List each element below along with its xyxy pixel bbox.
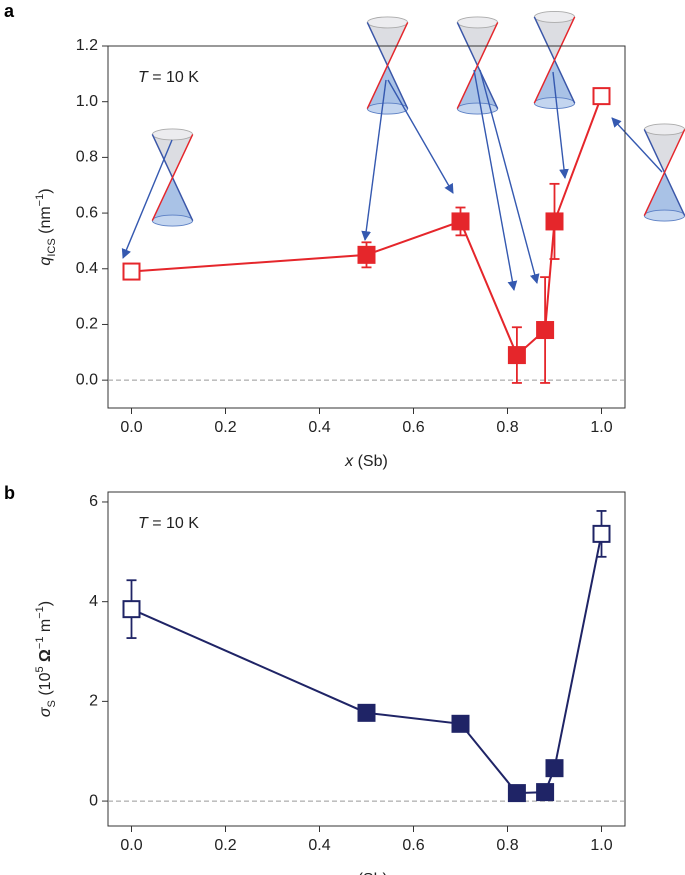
label-run: −1 [34, 637, 46, 650]
arrows [121, 69, 663, 291]
marker [507, 346, 526, 365]
y-axis-label: σS (105 Ω−1 m−1) [34, 601, 58, 717]
label-run: (10 [37, 672, 54, 700]
x-tick-label: 1.0 [590, 837, 612, 854]
label-run: q [37, 257, 54, 266]
label-run: (Sb) [353, 453, 388, 470]
marker [545, 759, 564, 778]
label-run: = 10 K [148, 69, 199, 86]
plot-frame [107, 45, 626, 409]
marker [592, 87, 611, 106]
marker [451, 714, 470, 733]
x-tick-label: 0.4 [308, 419, 330, 436]
x-tick-label: 0.2 [214, 837, 236, 854]
x-tick-label: 0.0 [120, 837, 142, 854]
band-icons [151, 10, 685, 228]
label-run: T [138, 515, 149, 532]
annotation: T = 10 K [138, 69, 199, 86]
marker [545, 212, 564, 231]
label-run: x [344, 871, 354, 875]
label-run: = 10 K [148, 515, 199, 532]
x-tick-label: 0.6 [402, 837, 424, 854]
marker [507, 784, 526, 803]
y-tick-label: 2 [89, 693, 98, 710]
x-tick-label: 0.4 [308, 837, 330, 854]
x-tick-label: 0.8 [496, 837, 518, 854]
label-run: S [46, 700, 58, 707]
plot-frame [107, 491, 626, 827]
series-line [131, 533, 603, 795]
y-axis-label: qICS (nm−1) [34, 188, 58, 265]
marker [122, 262, 141, 281]
label-run: ) [37, 188, 54, 193]
annotation: T = 10 K [138, 515, 199, 532]
label-run: −1 [34, 606, 46, 619]
label-run: −1 [34, 194, 46, 207]
panel-letter: a [4, 1, 15, 21]
x-tick-label: 1.0 [590, 419, 612, 436]
label-run: ICS [46, 238, 58, 256]
marker [536, 783, 555, 802]
y-tick-label: 4 [89, 593, 98, 610]
y-tick-label: 1.0 [76, 93, 98, 110]
marker [357, 703, 376, 722]
label-run: x [344, 453, 354, 470]
label-run: m [37, 619, 54, 637]
marker [451, 212, 470, 231]
y-tick-label: 1.2 [76, 37, 98, 54]
label-run: 5 [34, 666, 46, 672]
label-run: (Sb) [353, 871, 388, 875]
y-tick-label: 0.6 [76, 204, 98, 221]
label-run: Ω [37, 649, 54, 666]
label-run: (nm [37, 206, 54, 238]
y-tick-label: 0.2 [76, 316, 98, 333]
x-tick-label: 0.6 [402, 419, 424, 436]
x-axis-label: x (Sb) [344, 453, 388, 470]
y-tick-label: 0 [89, 792, 98, 809]
x-axis-label: x (Sb) [344, 871, 388, 875]
y-tick-label: 0.8 [76, 149, 98, 166]
marker [536, 321, 555, 340]
marker [122, 600, 141, 619]
label-run: T [138, 69, 149, 86]
x-tick-label: 0.8 [496, 419, 518, 436]
label-run: σ [37, 706, 54, 717]
x-tick-label: 0.2 [214, 419, 236, 436]
marker [592, 524, 611, 543]
label-run: ) [37, 601, 54, 606]
x-tick-label: 0.0 [120, 419, 142, 436]
y-tick-label: 6 [89, 493, 98, 510]
y-tick-label: 0.0 [76, 371, 98, 388]
panel-letter: b [4, 483, 15, 503]
marker [357, 245, 376, 264]
y-tick-label: 0.4 [76, 260, 98, 277]
